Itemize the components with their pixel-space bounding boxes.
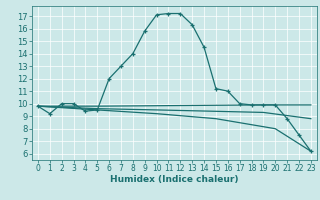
X-axis label: Humidex (Indice chaleur): Humidex (Indice chaleur) xyxy=(110,175,239,184)
